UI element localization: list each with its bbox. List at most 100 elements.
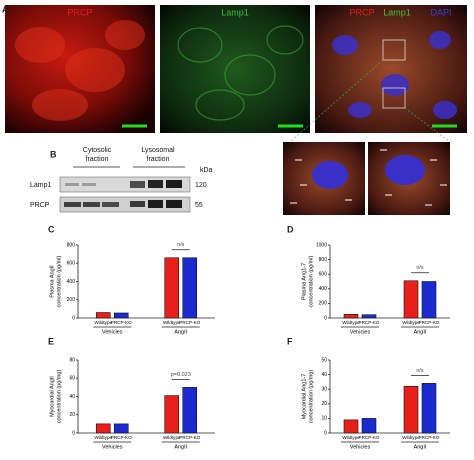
fraction-label: Cytosolic	[83, 147, 112, 154]
y-tick-label: 40	[69, 394, 75, 400]
x-tick-label: PRCP-KO	[179, 435, 200, 440]
y-tick-label: 20	[69, 412, 75, 418]
x-tick-label: Wildtype	[163, 435, 181, 440]
y-axis-label: Myocardial Ang1-7	[301, 374, 307, 420]
annotation: n/s	[416, 265, 424, 271]
x-tick-label: Wildtype	[342, 435, 360, 440]
annotation: p=0.023	[171, 372, 191, 378]
group-label: AngII	[414, 444, 427, 450]
panel-letter: F	[287, 336, 293, 346]
y-tick-label: 0	[324, 315, 327, 321]
y-tick-label: 200	[319, 301, 328, 307]
x-tick-label: PRCP-KO	[111, 320, 132, 325]
y-tick-label: 40	[321, 372, 327, 378]
x-tick-label: Wildtype	[163, 320, 181, 325]
panel-letter: A	[2, 4, 9, 14]
bar	[421, 383, 437, 434]
x-tick-label: Wildtype	[94, 320, 112, 325]
image-label: PRCP	[67, 7, 92, 17]
fraction-label: fraction	[147, 156, 170, 163]
panel-letter: C	[48, 224, 55, 234]
y-tick-label: 1000	[316, 242, 327, 248]
y-tick-label: 0	[72, 315, 75, 321]
y-tick-label: 50	[321, 357, 327, 363]
x-tick-label: Wildtype	[94, 435, 112, 440]
image-label: Lamp1	[383, 7, 411, 17]
bar	[421, 281, 437, 319]
bar	[113, 312, 129, 319]
y-axis-label: Plasma Ang1-7	[301, 263, 307, 300]
image-label: PRCP	[349, 7, 374, 17]
zoom-box	[382, 87, 406, 109]
y-axis-label: Plasma AngII	[49, 265, 55, 298]
bar	[403, 280, 419, 319]
group-label: Vehicles	[102, 444, 123, 450]
fraction-label: fraction	[86, 156, 109, 163]
zoom-box	[382, 39, 406, 61]
y-tick-label: 80	[69, 357, 75, 363]
image-label: Lamp1	[221, 7, 249, 17]
y-tick-label: 60	[69, 376, 75, 382]
prcp-image	[5, 5, 155, 133]
x-tick-label: PRCP-KO	[419, 435, 440, 440]
y-tick-label: 400	[67, 279, 76, 285]
y-axis-label: concentration (pg/mg)	[56, 370, 62, 424]
bar	[361, 314, 377, 319]
group-label: AngII	[414, 329, 427, 335]
bar	[361, 418, 377, 434]
x-tick-label: PRCP-KO	[111, 435, 132, 440]
y-axis-label: concentration (pg/ml)	[308, 256, 314, 308]
fraction-label: Lysosomal	[141, 147, 175, 154]
row-label: Lamp1	[30, 182, 52, 189]
bar	[164, 257, 180, 319]
x-tick-label: Wildtype	[402, 435, 420, 440]
nucleus	[385, 155, 425, 185]
group-label: Vehicles	[350, 444, 371, 450]
bar	[95, 312, 111, 319]
group-label: Vehicles	[102, 329, 123, 335]
y-tick-label: 600	[319, 272, 328, 278]
unit-label: kDa	[200, 167, 213, 174]
annotation: n/s	[416, 368, 424, 374]
size-label: 120	[195, 182, 207, 189]
group-label: AngII	[174, 329, 187, 335]
y-tick-label: 0	[72, 430, 75, 436]
bar	[343, 419, 359, 434]
x-tick-label: PRCP-KO	[419, 320, 440, 325]
image-label: DAPI	[430, 7, 451, 17]
y-tick-label: 400	[319, 286, 328, 292]
size-label: 55	[195, 202, 203, 209]
group-label: Vehicles	[350, 329, 371, 335]
y-tick-label: 30	[321, 387, 327, 393]
x-tick-label: PRCP-KO	[179, 320, 200, 325]
x-tick-label: Wildtype	[342, 320, 360, 325]
y-axis-label: concentration (pg/ml)	[56, 256, 62, 308]
group-label: AngII	[174, 444, 187, 450]
y-tick-label: 800	[319, 257, 328, 263]
bands	[64, 180, 182, 208]
y-axis-label: concentration (pg/mg)	[308, 370, 314, 424]
lamp1-image	[160, 5, 310, 133]
nuclei	[332, 31, 457, 119]
bar	[343, 314, 359, 319]
bar	[182, 387, 198, 434]
y-tick-label: 800	[67, 242, 76, 248]
y-tick-label: 200	[67, 297, 76, 303]
x-tick-label: Wildtype	[402, 320, 420, 325]
bar	[113, 423, 129, 434]
row-label: PRCP	[30, 202, 50, 209]
panel-letter: B	[50, 149, 57, 159]
y-tick-label: 600	[67, 261, 76, 267]
arrows	[290, 149, 447, 206]
zoom-line	[289, 59, 384, 143]
nucleus	[312, 161, 348, 189]
cell-outlines	[177, 25, 304, 121]
x-tick-label: PRCP-KO	[359, 320, 380, 325]
y-axis-label: Myocardial AngII	[49, 376, 55, 417]
y-tick-label: 20	[321, 401, 327, 407]
zoom-line	[404, 107, 451, 143]
y-tick-label: 0	[324, 430, 327, 436]
bar	[182, 257, 198, 319]
